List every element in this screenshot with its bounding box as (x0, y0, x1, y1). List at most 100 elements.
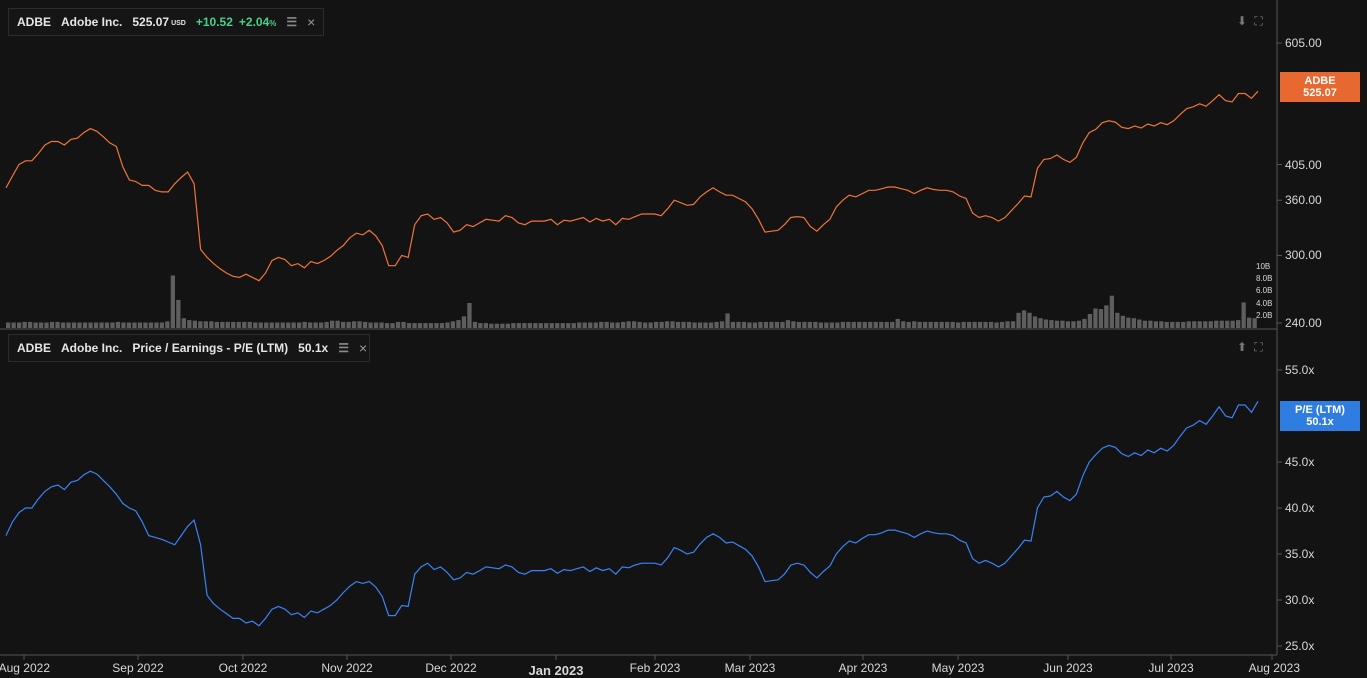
close-icon[interactable]: × (358, 340, 368, 356)
move-down-icon[interactable]: ⬇ (1237, 14, 1248, 28)
volume-bar (60, 322, 66, 328)
move-up-icon[interactable]: ⬆ (1237, 340, 1248, 354)
volume-bar (104, 322, 110, 328)
x-tick-label: Apr 2023 (838, 661, 888, 675)
volume-bar (593, 322, 598, 328)
maximize-icon[interactable]: ⛶ (1254, 14, 1263, 28)
volume-bar (77, 322, 82, 328)
volume-bar (450, 321, 456, 328)
volume-bar (747, 322, 752, 328)
volume-bar (236, 321, 241, 328)
price-y-tick-label: 360.00 (1285, 193, 1322, 208)
volume-bar (6, 322, 11, 328)
volume-bar (1208, 321, 1213, 328)
volume-bar (269, 322, 274, 328)
volume-bar (1082, 318, 1087, 328)
volume-bar (725, 313, 730, 328)
volume-bar (752, 322, 758, 328)
volume-bar (791, 321, 796, 328)
volume-bar (55, 321, 60, 328)
volume-bar (28, 321, 33, 328)
x-tick-label: Jul 2023 (1148, 661, 1194, 675)
volume-bar (428, 323, 434, 328)
volume-bar (187, 320, 192, 328)
volume-bar (670, 321, 675, 328)
price-y-tick-label: 240.00 (1285, 316, 1322, 330)
volume-bar (659, 321, 664, 328)
volume-bar (275, 322, 280, 328)
volume-bar (1219, 320, 1224, 328)
volume-bar (1131, 318, 1136, 328)
volume-bar (126, 322, 132, 328)
x-tick-label: Jan 2023 (528, 663, 584, 678)
volume-bar (967, 321, 972, 328)
volume-y-tick-label: 10B (1256, 262, 1271, 271)
volume-bar (988, 321, 994, 328)
x-tick-label: Mar 2023 (724, 661, 776, 675)
volume-bar (434, 323, 439, 328)
volume-bar (384, 323, 390, 328)
volume-bar (1071, 321, 1076, 328)
legend-price: 525.07 (132, 15, 170, 29)
volume-bar (489, 323, 494, 328)
volume-bar (796, 321, 801, 328)
volume-bar (335, 320, 340, 328)
x-tick-label: Oct 2022 (218, 661, 268, 675)
volume-bar (1230, 320, 1235, 328)
volume-bar (148, 322, 154, 328)
volume-bar (319, 322, 324, 328)
volume-bar (906, 321, 911, 328)
pe-tag-value: 50.1x (1306, 416, 1334, 428)
volume-bar (994, 322, 999, 328)
volume-bar (643, 322, 648, 328)
volume-bar (626, 321, 631, 328)
stack-icon[interactable]: ☰ (338, 341, 349, 355)
volume-bar (1016, 312, 1021, 329)
volume-bar (258, 322, 263, 328)
close-icon[interactable]: × (307, 14, 316, 30)
x-tick-label: Jun 2023 (1043, 661, 1093, 675)
volume-bar (121, 322, 126, 328)
price-line (5, 90, 1259, 282)
legend-change: +10.52 (195, 15, 233, 29)
volume-bar (308, 322, 313, 328)
volume-bar (231, 321, 236, 328)
volume-bar (615, 322, 620, 328)
volume-bar (324, 321, 329, 328)
stack-icon[interactable]: ☰ (286, 15, 298, 29)
pe-last-value-tag: P/E (LTM) 50.1x (1280, 401, 1360, 431)
volume-bar (1236, 320, 1241, 328)
volume-bar (983, 321, 988, 328)
volume-bar (890, 321, 895, 328)
x-tick-label: Aug 2022 (0, 661, 50, 675)
maximize-icon[interactable]: ⛶ (1254, 340, 1263, 354)
legend-metric: Price / Earnings - P/E (LTM) (132, 341, 289, 355)
volume-bar (1126, 317, 1131, 328)
volume-bar (901, 321, 906, 328)
volume-bar (840, 321, 845, 328)
volume-bar (242, 321, 247, 328)
volume-bar (181, 318, 186, 328)
volume-bar (769, 321, 774, 328)
volume-bar (154, 322, 159, 328)
volume-bar (1175, 321, 1180, 328)
volume-bar (818, 322, 823, 328)
volume-bar (1109, 295, 1114, 328)
volume-bar (945, 321, 950, 328)
volume-bar (505, 323, 510, 328)
volume-bar (1142, 320, 1147, 328)
volume-bar (1104, 305, 1109, 328)
volume-bar (198, 321, 203, 328)
volume-bar (714, 321, 719, 328)
price-y-tick-label: 300.00 (1285, 248, 1322, 263)
price-y-tick-label: 605.00 (1285, 36, 1322, 50)
volume-y-tick-label: 2.0B (1256, 310, 1273, 320)
volume-bar (297, 322, 302, 328)
volume-bar (357, 321, 362, 328)
volume-bar (516, 323, 521, 328)
volume-bar (577, 322, 582, 328)
legend-ticker: ADBE (17, 341, 52, 355)
volume-bar (835, 322, 840, 328)
volume-bar (110, 322, 115, 328)
volume-bar (253, 322, 258, 328)
